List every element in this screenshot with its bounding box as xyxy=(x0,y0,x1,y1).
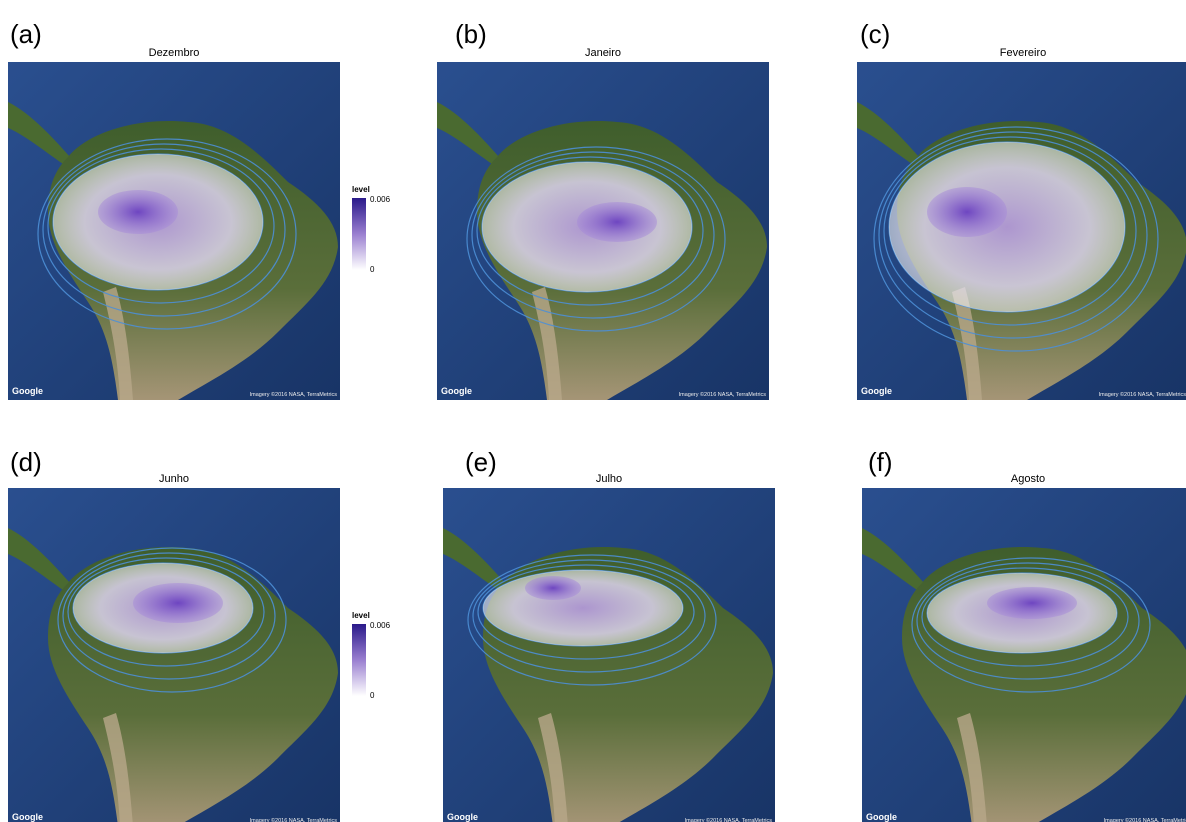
map-panel: Google Imagery ©2016 NASA, TerraMetrics xyxy=(857,62,1186,400)
panel-title: Julho xyxy=(596,473,622,485)
panel-label: (e) xyxy=(465,447,497,477)
map-logo: Google xyxy=(447,812,478,822)
legend-min: 0 xyxy=(370,265,375,274)
map-attribution: Imagery ©2016 NASA, TerraMetrics xyxy=(679,391,767,398)
legend-max: 0.006 xyxy=(370,621,391,630)
legend-max: 0.006 xyxy=(370,195,391,204)
map-panel: Google Imagery ©2016 NASA, TerraMetrics xyxy=(8,62,340,400)
panel-label: (f) xyxy=(868,447,893,477)
density-core xyxy=(577,202,657,242)
map-panel: Google Imagery ©2016 NASA, TerraMetrics xyxy=(437,62,769,400)
map-attribution: Imagery ©2016 NASA, TerraMetrics xyxy=(685,817,773,822)
panel-title: Junho xyxy=(159,473,189,485)
map-panel: Google Imagery ©2016 NASA, TerraMetrics xyxy=(443,488,775,822)
map-attribution: Imagery ©2016 NASA, TerraMetrics xyxy=(250,391,338,398)
panel-title: Fevereiro xyxy=(1000,47,1046,59)
panel-title: Janeiro xyxy=(585,47,621,59)
legend-color-bar xyxy=(352,624,366,696)
density-core xyxy=(133,583,223,623)
panel-label: (b) xyxy=(455,19,487,49)
map-logo: Google xyxy=(12,386,43,396)
panel-label: (c) xyxy=(860,19,890,49)
density-core xyxy=(525,576,581,600)
map-logo: Google xyxy=(12,812,43,822)
map-attribution: Imagery ©2016 NASA, TerraMetrics xyxy=(1104,817,1186,822)
map-panel: Google Imagery ©2016 NASA, TerraMetrics xyxy=(8,488,340,822)
panels: (a) Dezembro Google Imagery ©2016 NASA, Ter… xyxy=(8,19,1186,822)
density-core xyxy=(987,587,1077,619)
figure: (a) Dezembro Google Imagery ©2016 NASA, Ter… xyxy=(0,0,1186,822)
panel-title: Agosto xyxy=(1011,473,1045,485)
panel-label: (a) xyxy=(10,19,42,49)
legend-min: 0 xyxy=(370,691,375,700)
map-attribution: Imagery ©2016 NASA, TerraMetrics xyxy=(250,817,338,822)
density-area xyxy=(889,142,1125,312)
map-logo: Google xyxy=(866,812,897,822)
map-panel: Google Imagery ©2016 NASA, TerraMetrics xyxy=(862,488,1186,822)
panel-label: (d) xyxy=(10,447,42,477)
panel-title: Dezembro xyxy=(149,47,200,59)
map-logo: Google xyxy=(861,386,892,396)
map-image xyxy=(8,488,340,822)
legend-color-bar xyxy=(352,198,366,270)
density-core xyxy=(98,190,178,234)
legend-title: level xyxy=(352,185,370,194)
map-image xyxy=(443,488,775,822)
legend-title: level xyxy=(352,611,370,620)
map-attribution: Imagery ©2016 NASA, TerraMetrics xyxy=(1099,391,1186,398)
density-area xyxy=(483,570,683,646)
density-core xyxy=(927,187,1007,237)
map-logo: Google xyxy=(441,386,472,396)
